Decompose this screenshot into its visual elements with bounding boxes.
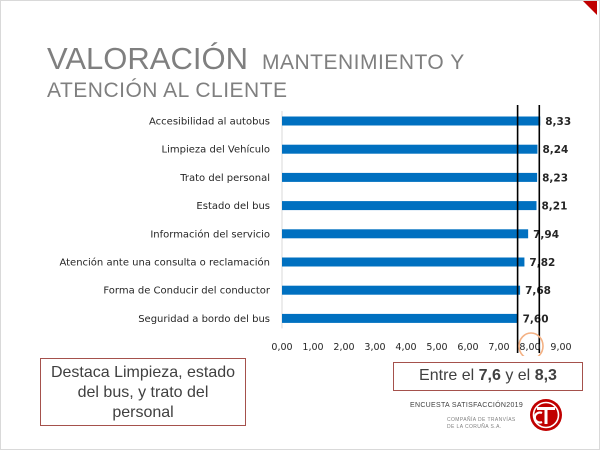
range-note-box: Entre el 7,6 y el 8,3 — [393, 362, 583, 391]
data-label: 7,68 — [525, 285, 551, 297]
highlight-note-line1: Destaca Limpieza, estado — [50, 364, 236, 381]
range-value-low: 7,6 — [478, 367, 501, 384]
x-tick-label: 5,00 — [426, 342, 447, 353]
bar — [282, 201, 537, 211]
x-tick-label: 3,00 — [364, 342, 385, 353]
data-label: 8,33 — [545, 116, 571, 128]
data-label: 7,60 — [523, 313, 549, 325]
x-tick-label: 8,00 — [519, 342, 540, 353]
data-label: 7,82 — [529, 257, 555, 269]
data-label: 8,23 — [542, 172, 568, 184]
company-logo-icon — [530, 399, 562, 431]
company-name-line2: DE LA CORUÑA S.A. — [447, 424, 502, 430]
bar — [282, 172, 538, 182]
survey-label: ENCUESTA SATISFACCIÓN2019 — [410, 402, 524, 409]
bar-chart: Accesibilidad al autobus 8,33 Limpieza del… — [59, 105, 572, 356]
x-tick-label: 7,00 — [488, 342, 509, 353]
category-label: Forma de Conducir del conductor — [103, 286, 271, 297]
highlight-note-line3: personal — [112, 404, 174, 421]
title-main: VALORACIÓN — [47, 41, 248, 76]
bar — [282, 116, 541, 126]
company-name: COMPAÑÍA DE TRANVÍAS DE LA CORUÑA S.A. — [447, 417, 516, 431]
category-label: Accesibilidad al autobus — [149, 117, 270, 128]
data-label: 7,94 — [533, 229, 559, 241]
bar — [282, 144, 538, 154]
highlight-note-line2: del bus, y trato del — [77, 384, 209, 401]
highlight-note-box: Destaca Limpieza, estado del bus, y trat… — [40, 358, 246, 426]
x-tick-label: 0,00 — [271, 342, 292, 353]
range-text-middle: y el — [500, 367, 535, 384]
x-tick-label: 2,00 — [333, 342, 354, 353]
category-label: Limpieza del Vehículo — [162, 144, 270, 156]
x-tick-label: 1,00 — [302, 342, 323, 353]
x-tick-label: 4,00 — [395, 342, 416, 353]
bar — [282, 257, 525, 267]
bar — [282, 313, 518, 323]
x-tick-label: 9,00 — [550, 342, 571, 353]
category-label: Información del servicio — [150, 228, 270, 240]
range-text-before: Entre el — [419, 367, 479, 384]
title-subtitle-line1: MANTENIMIENTO Y — [261, 51, 465, 74]
x-tick-label: 6,00 — [457, 342, 478, 353]
category-label: Estado del bus — [196, 201, 270, 212]
highlight-circle — [518, 332, 544, 356]
category-label: Atención ante una consulta o reclamación — [59, 257, 270, 269]
title-subtitle-line2: ATENCIÓN AL CLIENTE — [47, 79, 288, 102]
data-label: 8,24 — [542, 144, 568, 156]
data-label: 8,21 — [542, 201, 568, 213]
range-value-high: 8,3 — [534, 367, 557, 384]
company-name-line1: COMPAÑÍA DE TRANVÍAS — [447, 417, 516, 423]
category-label: Trato del personal — [179, 173, 270, 184]
bar — [282, 285, 521, 295]
category-label: Seguridad a bordo del bus — [138, 314, 270, 325]
bar — [282, 229, 529, 239]
corner-accent — [583, 1, 597, 15]
page-title: VALORACIÓN MANTENIMIENTO Y ATENCIÓN AL CL… — [47, 43, 465, 101]
